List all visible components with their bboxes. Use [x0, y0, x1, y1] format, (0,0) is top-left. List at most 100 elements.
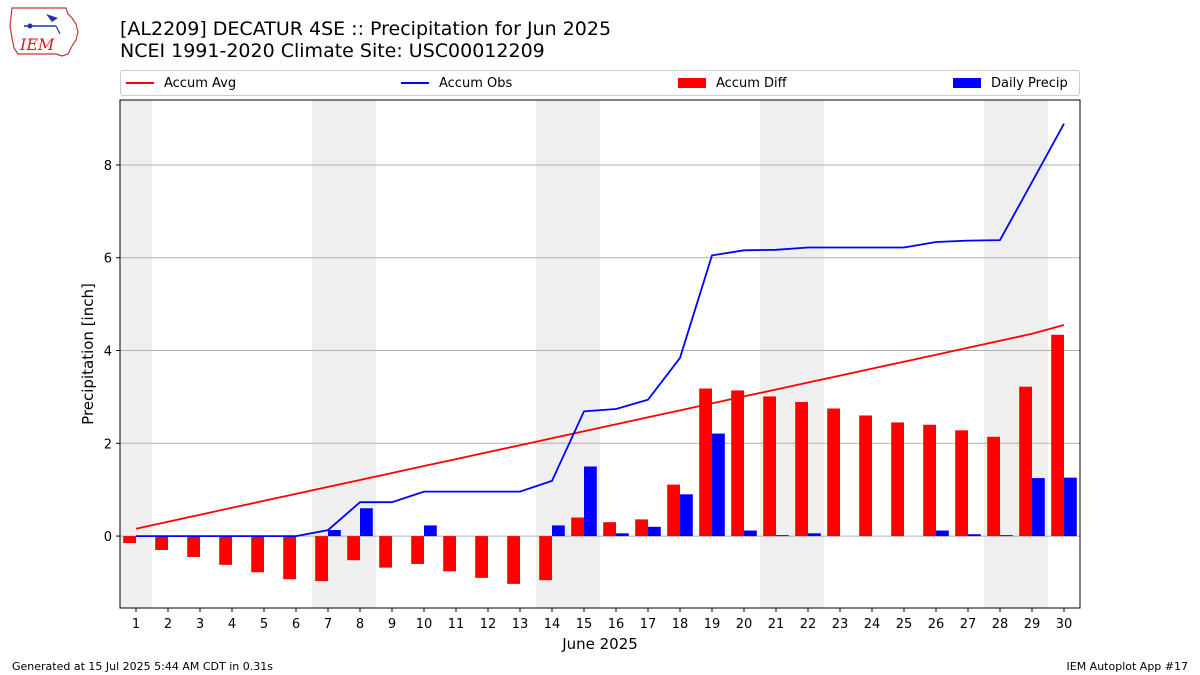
legend-item-accum-diff: Accum Diff	[678, 71, 787, 95]
y-tick-label: 6	[104, 252, 112, 267]
accum-diff-bar	[219, 536, 232, 565]
x-tick-label: 5	[260, 617, 268, 632]
accum-diff-bar	[123, 536, 136, 544]
x-tick-label: 28	[992, 617, 1009, 632]
legend-swatch	[678, 78, 706, 88]
weekend-band	[120, 100, 152, 608]
accum-diff-bar	[731, 390, 744, 537]
accum-diff-bar	[315, 536, 328, 582]
legend-label: Accum Avg	[164, 75, 237, 91]
accum-obs-line	[136, 123, 1065, 537]
accum-diff-bar	[603, 522, 616, 537]
daily-precip-bar	[744, 530, 757, 537]
daily-precip-bar	[776, 535, 789, 537]
legend-swatch	[126, 82, 154, 84]
legend-item-daily-precip: Daily Precip	[953, 71, 1068, 95]
accum-diff-bar	[411, 536, 424, 564]
x-tick-label: 9	[388, 617, 396, 632]
accum-diff-bar	[699, 388, 712, 537]
app-footer: IEM Autoplot App #17	[1066, 660, 1189, 673]
legend-item-accum-obs: Accum Obs	[401, 71, 512, 95]
x-tick-label: 27	[960, 617, 977, 632]
daily-precip-bar	[1064, 477, 1077, 537]
accum-diff-bar	[443, 536, 456, 572]
y-axis-ticks: 0 2 4 6 8	[104, 159, 120, 545]
x-tick-label: 25	[896, 617, 913, 632]
legend-swatch	[953, 78, 981, 88]
daily-precip-bar	[936, 530, 949, 537]
chart-subtitle: NCEI 1991-2020 Climate Site: USC00012209	[120, 40, 545, 62]
accum-diff-bar	[987, 436, 1000, 537]
accum-diff-bar	[1051, 334, 1064, 537]
x-tick-label: 7	[324, 617, 332, 632]
daily-precip-bar	[680, 494, 693, 537]
x-tick-label: 2	[164, 617, 172, 632]
accum-diff-bar	[539, 536, 552, 581]
generated-footer: Generated at 15 Jul 2025 5:44 AM CDT in …	[12, 660, 273, 673]
x-tick-label: 6	[292, 617, 300, 632]
accum-diff-bar	[187, 536, 200, 557]
chart-legend: Accum Avg Accum Obs Accum Diff Daily Pre…	[120, 70, 1080, 96]
x-tick-label: 23	[832, 617, 849, 632]
plot-frame	[119, 99, 1081, 609]
x-tick-label: 13	[512, 617, 529, 632]
accum-diff-bar	[763, 396, 776, 537]
x-axis-ticks: 1 2 3 4 5 6 7 8 9 10 11 12 13 14 15 16 17 18 19 20 21 22 23 24 2…	[132, 608, 1072, 632]
accum-diff-bar	[475, 536, 488, 578]
x-tick-label: 18	[672, 617, 689, 632]
accum-diff-bar	[507, 536, 520, 584]
x-tick-label: 14	[544, 617, 561, 632]
accum-diff-bar	[571, 517, 584, 537]
logo-text: IEM	[19, 35, 55, 54]
legend-swatch	[401, 82, 429, 84]
bar-series	[123, 334, 1077, 584]
x-tick-label: 20	[736, 617, 753, 632]
x-tick-label: 1	[132, 617, 140, 632]
y-gridlines	[120, 164, 1080, 537]
daily-precip-bar	[424, 525, 437, 537]
chart-title: [AL2209] DECATUR 4SE :: Precipitation fo…	[120, 18, 612, 40]
accum-diff-bar	[347, 536, 360, 561]
daily-precip-bar	[584, 466, 597, 537]
x-tick-label: 16	[608, 617, 625, 632]
accum-diff-bar	[827, 408, 840, 537]
accum-diff-bar	[891, 422, 904, 537]
x-tick-label: 29	[1024, 617, 1041, 632]
accum-diff-bar	[795, 402, 808, 537]
y-axis-label: Precipitation [inch]	[79, 283, 97, 425]
x-tick-label: 17	[640, 617, 657, 632]
x-tick-label: 10	[416, 617, 433, 632]
daily-precip-bar	[328, 530, 341, 537]
iem-logo: IEM	[9, 7, 79, 57]
daily-precip-bar	[1000, 535, 1013, 537]
daily-precip-bar	[616, 533, 629, 537]
x-tick-label: 15	[576, 617, 593, 632]
x-tick-label: 3	[196, 617, 204, 632]
accum-diff-bar	[923, 424, 936, 537]
y-tick-label: 4	[104, 345, 112, 360]
accum-avg-line	[135, 324, 1065, 530]
accum-diff-bar	[859, 415, 872, 537]
x-tick-label: 11	[448, 617, 465, 632]
x-tick-label: 12	[480, 617, 497, 632]
daily-precip-bar	[712, 433, 725, 537]
x-axis-label: June 2025	[561, 635, 638, 653]
x-tick-label: 21	[768, 617, 785, 632]
accum-diff-bar	[1019, 386, 1032, 537]
y-tick-label: 0	[104, 530, 112, 545]
daily-precip-bar	[552, 525, 565, 537]
legend-label: Daily Precip	[991, 75, 1068, 91]
accum-diff-bar	[251, 536, 264, 573]
legend-label: Accum Diff	[716, 75, 787, 91]
y-tick-label: 2	[104, 437, 112, 452]
daily-precip-bar	[1032, 478, 1045, 537]
x-tick-label: 24	[864, 617, 881, 632]
x-tick-label: 22	[800, 617, 817, 632]
legend-label: Accum Obs	[439, 75, 513, 91]
y-tick-label: 8	[104, 159, 112, 174]
x-tick-label: 8	[356, 617, 364, 632]
line-series	[135, 123, 1065, 537]
accum-diff-bar	[667, 484, 680, 537]
accum-diff-bar	[955, 430, 968, 537]
